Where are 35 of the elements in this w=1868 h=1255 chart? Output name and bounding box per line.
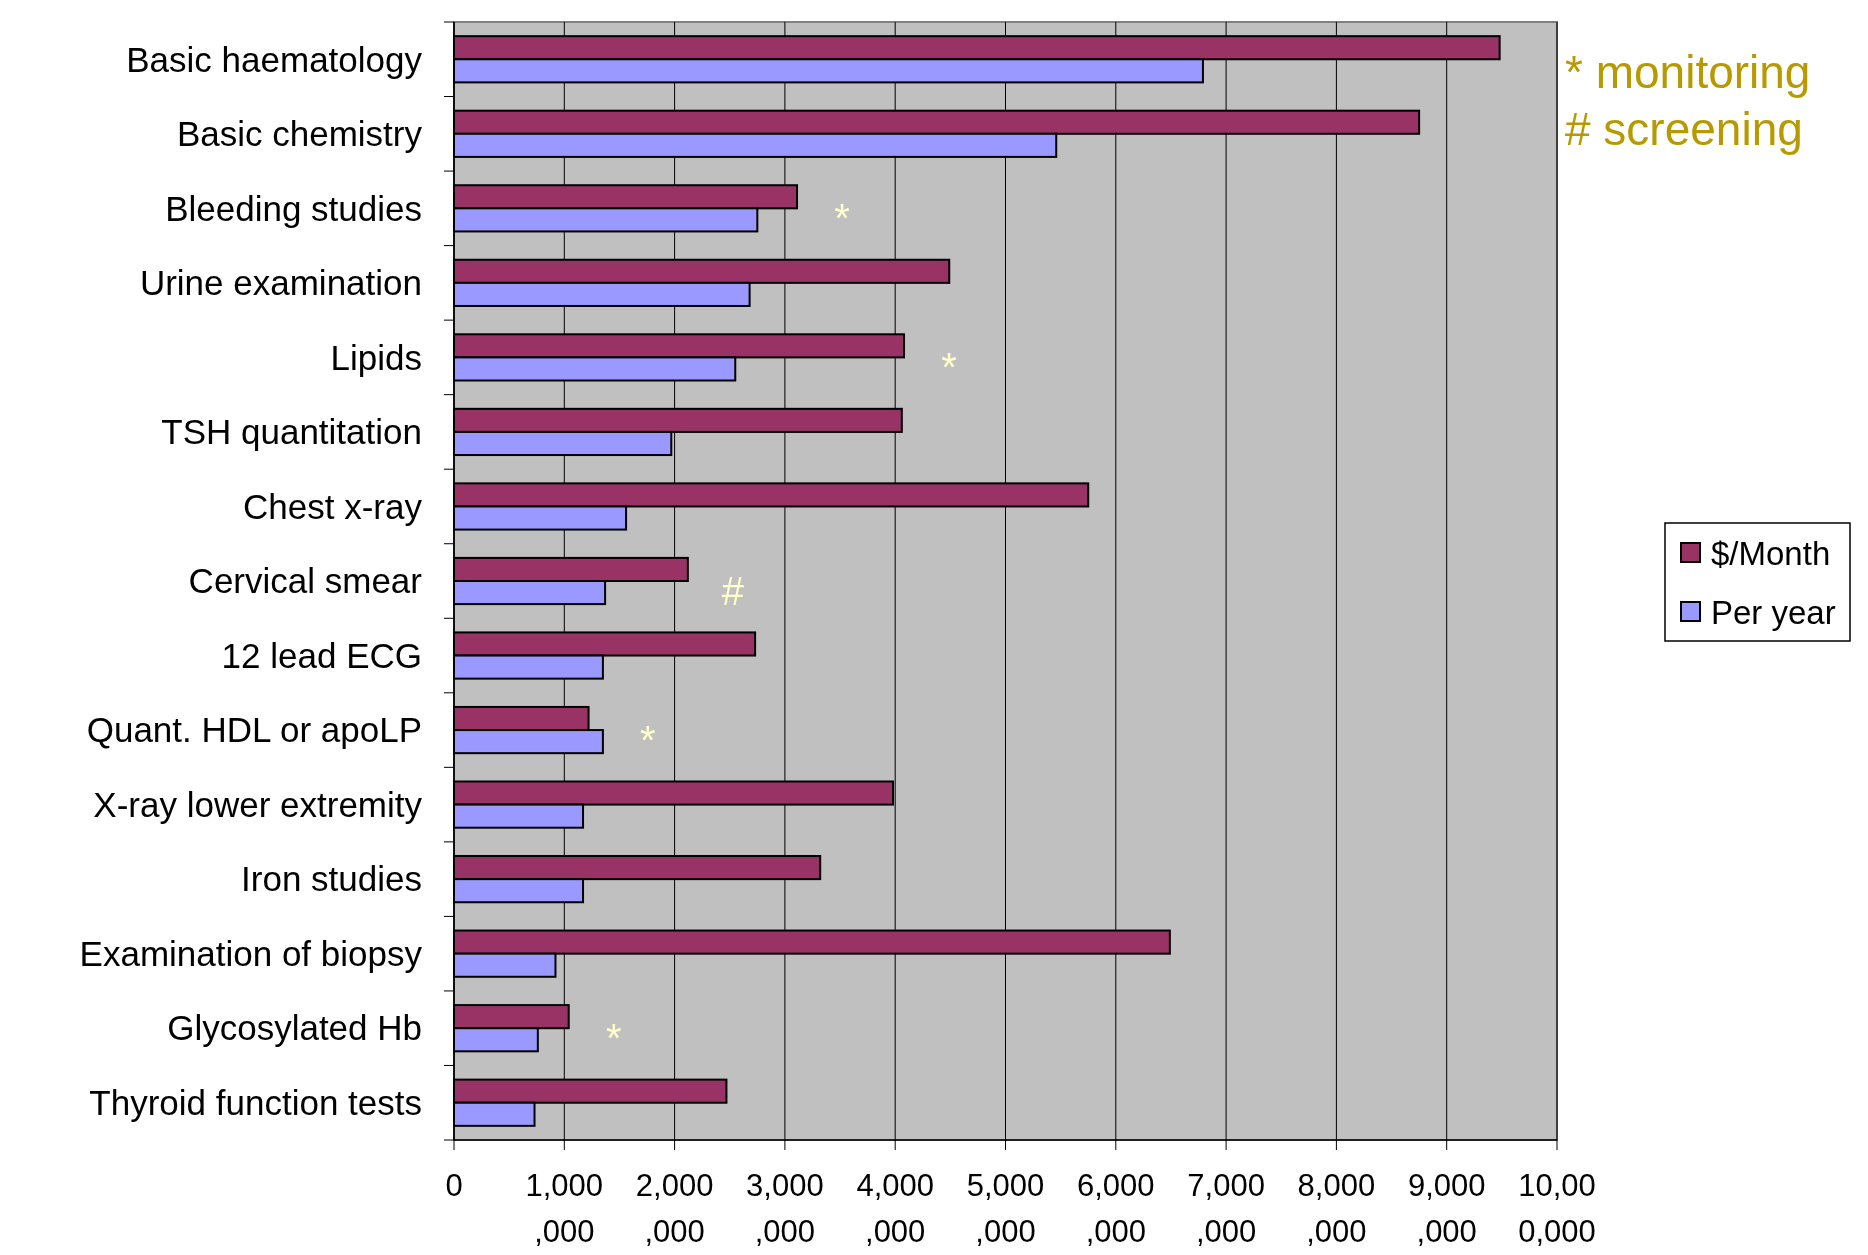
y-tick-label: Quant. HDL or apoLP [86,710,422,750]
text: * monitoring [1565,46,1811,98]
y-tick-label: Cervical smear [188,561,423,601]
x-tick-label: 10,000,000 [1518,1168,1596,1249]
y-tick-label: Basic chemistry [176,114,423,154]
y-tick-label: 12 lead ECG [221,635,422,675]
y-tick-label: Chest x-ray [243,486,423,526]
y-tick-label: Lipids [330,337,422,377]
y-tick-label: Bleeding studies [165,188,422,228]
legend-label: Per year [1711,593,1836,631]
annotation: # [721,569,745,613]
x-tick-label: 6,000,000 [1077,1168,1155,1249]
x-tick-label: 5,000,000 [966,1168,1045,1249]
y-tick-label: Thyroid function tests [89,1082,422,1122]
y-tick-label: Urine examination [139,263,422,303]
y-tick-label: Glycosylated Hb [167,1008,422,1048]
text: # screening [1565,103,1803,155]
x-tick-label: 7,000,000 [1187,1168,1265,1249]
x-tick-label: 8,000,000 [1297,1168,1376,1249]
y-tick-label: Examination of biopsy [79,933,423,973]
x-tick-label: 4,000,000 [856,1168,934,1249]
x-tick-label: 1,000,000 [525,1168,604,1249]
annotation: * [834,196,850,241]
y-tick-label: X-ray lower extremity [93,784,423,824]
x-tick-label: 3,000,000 [746,1168,824,1249]
y-tick-label: TSH quantitation [161,412,422,452]
x-tick-label: 9,000,000 [1407,1168,1486,1249]
y-tick-label: Basic haematology [126,39,423,79]
x-tick-label: 0 [445,1168,463,1203]
annotation: * [640,718,656,763]
annotation: * [605,1016,622,1061]
legend-label: $/Month [1711,534,1831,572]
y-tick-label: Iron studies [241,859,422,899]
x-tick-label: 2,000,000 [635,1168,714,1249]
annotation: * [941,345,957,390]
